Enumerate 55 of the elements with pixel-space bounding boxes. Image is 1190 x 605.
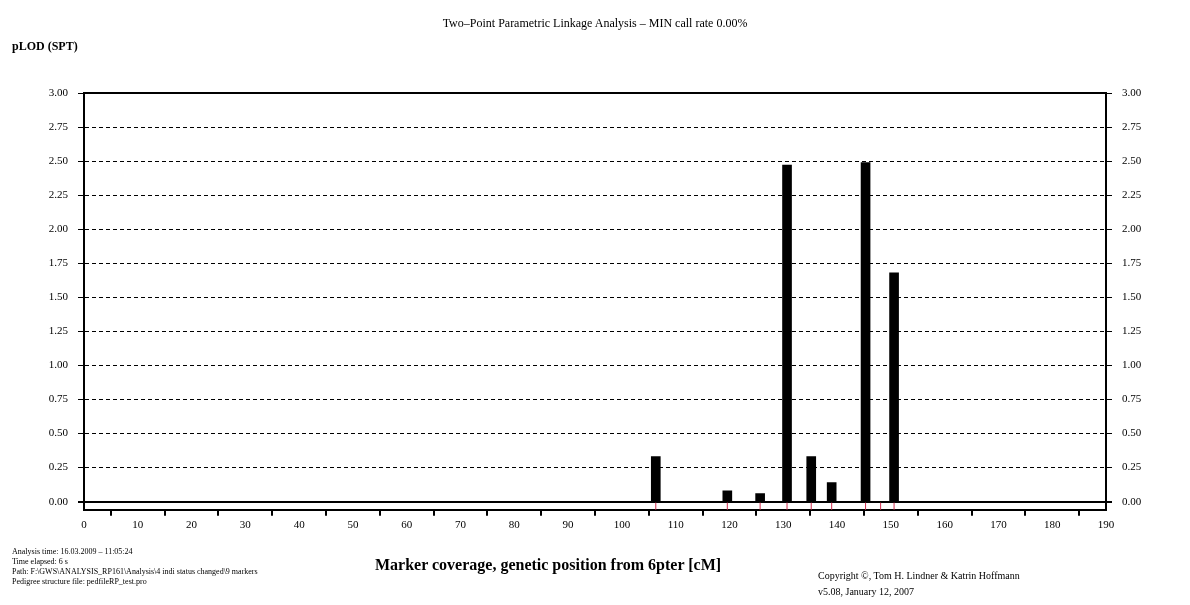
x-tick-label: 160	[936, 518, 954, 531]
x-tick-label: 50	[347, 518, 359, 531]
y-tick-label: 0.25	[48, 460, 69, 473]
y-tick-label: 2.50	[48, 154, 69, 166]
y2-tick-label: 0.25	[1122, 460, 1142, 473]
x-tick-label: 100	[613, 518, 631, 531]
y-tick-label: 0.50	[48, 426, 69, 439]
y2-tick-label: 3.00	[1122, 85, 1142, 98]
x-tick-label: 150	[882, 518, 900, 531]
y-axis-title: pLOD (SPT)	[12, 39, 78, 54]
x-tick-label: 40	[293, 518, 306, 531]
x-tick-label: 80	[508, 518, 521, 531]
x-tick-label: 20	[186, 518, 198, 531]
text: Analysis time: 16.03.2009 – 11:05:24	[12, 547, 133, 557]
y2-tick-label: 2.50	[1122, 154, 1142, 166]
x-tick-label: 60	[401, 518, 413, 531]
x-tick-label: 0	[81, 518, 88, 531]
x-tick-label: 190	[1097, 518, 1115, 531]
text: Pedigree structure file: pedfileRP_test.pro	[12, 577, 147, 587]
y2-tick-label: 1.00	[1122, 358, 1142, 371]
y-tick-label: 1.50	[48, 290, 69, 303]
y-tick-label: 0.00	[48, 494, 69, 507]
text: Time elapsed: 6 s	[12, 557, 68, 567]
x-axis-title: Marker coverage, genetic position from 6pter [cM]	[374, 556, 722, 575]
y2-tick-label: 2.75	[1122, 119, 1142, 132]
y-tick-label: 3.00	[48, 85, 69, 98]
y-tick-label: 1.75	[48, 256, 69, 269]
x-tick-label: 90	[562, 518, 575, 531]
x-tick-label: 70	[455, 518, 467, 531]
text: Path: F:\GWS\ANALYSIS_RP161\Analysis\4 indi status changed\9 markers	[12, 567, 258, 577]
y-tick-label: 1.25	[48, 324, 69, 337]
text: Copyright ©, Tom H. Lindner & Katrin Hoffmann	[818, 569, 1020, 581]
y2-tick-label: 0.00	[1122, 494, 1142, 507]
x-tick-label: 170	[990, 518, 1008, 531]
chart-title: Two–Point Parametric Linkage Analysis – MIN call rate 0.00%	[442, 16, 748, 31]
y2-tick-label: 1.75	[1122, 256, 1142, 269]
y-tick-label: 1.00	[48, 358, 69, 371]
y2-tick-label: 2.25	[1122, 188, 1142, 201]
text: v5.08, January 12, 2007	[818, 585, 915, 597]
x-tick-label: 120	[721, 518, 739, 531]
x-tick-label: 30	[239, 518, 252, 531]
x-tick-label: 110	[667, 518, 685, 531]
y2-tick-label: 1.50	[1122, 290, 1142, 303]
y2-tick-label: 0.75	[1122, 392, 1142, 405]
x-tick-label: 180	[1043, 518, 1061, 531]
y-tick-label: 2.25	[48, 188, 69, 201]
y-tick-label: 0.75	[48, 392, 69, 405]
x-tick-label: 130	[775, 518, 793, 531]
x-tick-label: 140	[828, 518, 846, 531]
x-tick-label: 10	[132, 518, 144, 531]
y2-tick-label: 1.25	[1122, 324, 1142, 337]
y2-tick-label: 0.50	[1122, 426, 1142, 439]
y-tick-label: 2.75	[48, 119, 69, 132]
y-tick-label: 2.00	[48, 222, 69, 235]
y2-tick-label: 2.00	[1122, 222, 1142, 235]
